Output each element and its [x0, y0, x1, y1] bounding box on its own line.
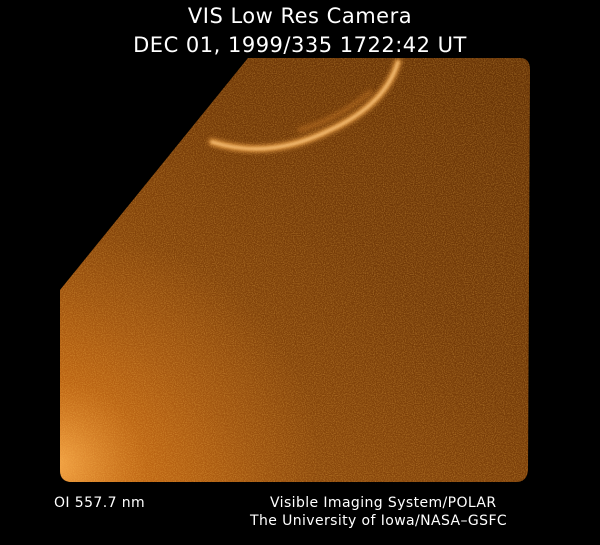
credit-line-1: Visible Imaging System/POLAR [270, 495, 497, 511]
title-line-2: DEC 01, 1999/335 1722:42 UT [133, 33, 467, 57]
camera-frame [60, 58, 530, 482]
title-line-1: VIS Low Res Camera [187, 4, 413, 28]
credit-line-2: The University of Iowa/NASA–GSFC [250, 513, 508, 529]
wavelength-label: OI 557.7 nm [54, 495, 146, 511]
